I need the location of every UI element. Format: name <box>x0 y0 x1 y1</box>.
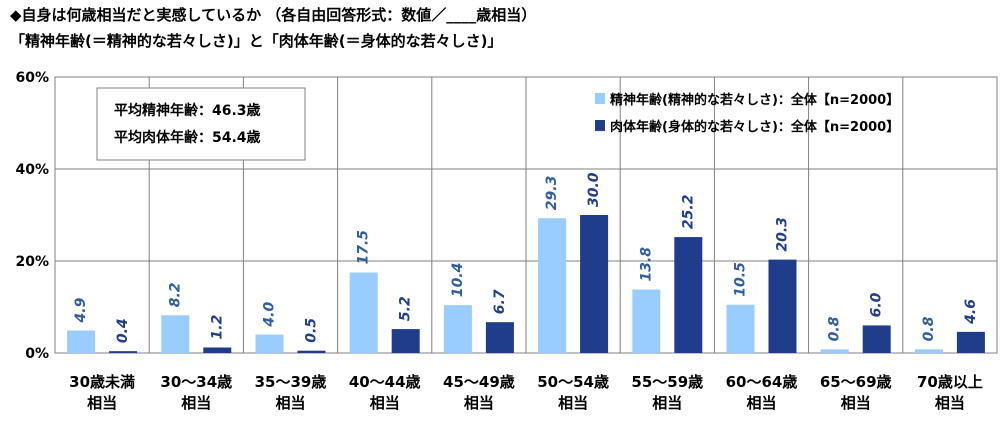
bar-mental <box>726 304 755 353</box>
legend-entry: 肉体年齢(身体的な若々しさ)：全体【n=2000】 <box>610 119 899 135</box>
category-label: 30歳未満 <box>69 373 135 391</box>
data-label: 1.2 <box>209 315 225 340</box>
bar-mental <box>161 315 190 353</box>
bar-mental <box>914 349 943 353</box>
data-label: 5.2 <box>398 296 414 321</box>
bar-mental <box>538 218 567 353</box>
bar-mental <box>349 272 378 353</box>
data-label: 8.2 <box>167 282 183 307</box>
bar-mental <box>443 305 472 353</box>
data-label: 13.8 <box>638 247 654 282</box>
category-label: 55～59歳 <box>631 373 703 391</box>
data-label: 4.6 <box>963 299 979 325</box>
data-label: 6.0 <box>869 292 885 317</box>
y-tick-label: 20% <box>15 254 49 270</box>
bar-mental <box>632 289 661 353</box>
category-label: 65～69歳 <box>820 373 892 391</box>
legend-swatch <box>595 93 605 104</box>
bar-physical <box>768 259 797 353</box>
category-label: 相当 <box>275 394 305 412</box>
chart-title-line2: 「精神年齢(＝精神的な若々しさ)」と「肉体年齢(＝身体的な若々しさ)」 <box>10 32 503 50</box>
category-label: 相当 <box>370 394 400 412</box>
data-label: 4.9 <box>73 297 89 323</box>
bar-mental <box>255 334 284 353</box>
bar-physical <box>956 331 985 353</box>
data-label: 0.8 <box>827 316 843 341</box>
bar-physical <box>862 325 891 353</box>
category-label: 相当 <box>464 394 494 412</box>
data-label: 0.4 <box>115 318 131 343</box>
bar-physical <box>580 215 609 353</box>
data-label: 30.0 <box>586 172 602 207</box>
bar-physical <box>203 347 232 353</box>
category-label: 相当 <box>841 394 871 412</box>
average-text: 平均精神年齢：46.3歳 <box>114 102 261 119</box>
average-box <box>96 87 306 161</box>
bar-physical <box>674 237 703 353</box>
category-label: 相当 <box>746 394 776 412</box>
y-tick-label: 40% <box>15 162 49 178</box>
category-label: 60～64歳 <box>726 373 798 391</box>
category-label: 30～34歳 <box>160 373 232 391</box>
data-label: 4.0 <box>262 302 278 328</box>
data-label: 10.4 <box>450 263 466 298</box>
category-label: 40～44歳 <box>349 373 421 391</box>
data-label: 0.5 <box>304 318 320 343</box>
chart-title-line1: ◆自身は何歳相当だと実感しているか （各自由回答形式：数値／____歳相当） <box>10 6 537 24</box>
category-label: 70歳以上 <box>917 373 983 391</box>
data-label: 0.8 <box>921 316 937 341</box>
category-label: 相当 <box>87 394 117 412</box>
category-label: 35～39歳 <box>255 373 327 391</box>
bar-physical <box>391 329 420 353</box>
category-label: 相当 <box>181 394 211 412</box>
data-label: 25.2 <box>680 195 696 230</box>
bar-physical <box>297 350 326 353</box>
legend-swatch <box>595 120 605 131</box>
category-label: 相当 <box>652 394 682 412</box>
category-label: 相当 <box>935 394 965 412</box>
legend-entry: 精神年齢(精神的な若々しさ)：全体【n=2000】 <box>610 92 899 108</box>
bar-physical <box>109 351 138 353</box>
average-text: 平均肉体年齢：54.4歳 <box>114 129 261 146</box>
category-label: 相当 <box>558 394 588 412</box>
category-label: 50～54歳 <box>537 373 609 391</box>
data-label: 20.3 <box>775 217 791 252</box>
data-label: 10.5 <box>733 262 749 297</box>
y-tick-label: 60% <box>15 70 49 86</box>
bar-mental <box>67 330 96 353</box>
y-tick-label: 0% <box>25 346 49 362</box>
bar-physical <box>485 322 514 353</box>
category-label: 45～49歳 <box>443 373 515 391</box>
bar-mental <box>820 349 849 353</box>
data-label: 17.5 <box>356 230 372 265</box>
data-label: 29.3 <box>544 176 560 211</box>
data-label: 6.7 <box>492 289 508 314</box>
